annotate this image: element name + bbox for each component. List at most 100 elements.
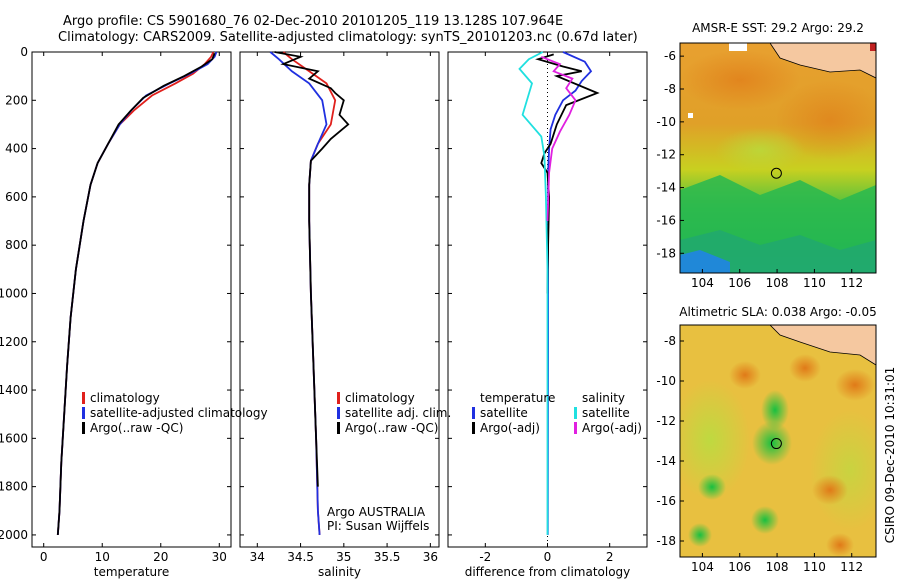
legend-label: Argo(-adj) — [480, 421, 540, 435]
x-tick-label: 34.5 — [287, 550, 314, 564]
y-tick-label: -8 — [664, 334, 676, 348]
series-line — [56, 51, 218, 535]
legend-swatch — [337, 407, 340, 419]
sst-heatmap — [680, 43, 876, 273]
legend-label: satellite-adjusted climatology — [90, 406, 268, 420]
legend-swatch — [574, 422, 577, 434]
legend-label: Argo(..raw -QC) — [90, 421, 183, 435]
sla-map-axes: 104 106 108 110 112 -8 -10 -12 -14 -16 -18 — [656, 334, 863, 574]
legend-swatch — [472, 407, 475, 419]
y-tick-label: -6 — [664, 49, 676, 63]
y-tick-label: 0 — [20, 45, 28, 59]
legend-label: Argo(-adj) — [582, 421, 642, 435]
x-tick-label: 108 — [766, 560, 789, 574]
x-axis-label: difference from climatology — [465, 565, 631, 579]
legend-label: satellite — [480, 406, 528, 420]
x-tick-label: 104 — [691, 276, 714, 290]
sla-map-panel: Altimetric SLA: 0.038 Argo: -0.05 104 106… — [656, 305, 876, 574]
csiro-timestamp: CSIRO 09-Dec-2010 10:31:01 — [883, 367, 897, 544]
y-tick-label: -16 — [656, 494, 676, 508]
salinity-panel: 34 34.5 35 35.5 36 salinity climatologysatelli… — [239, 51, 451, 579]
x-tick-label: 30 — [212, 550, 227, 564]
y-tick-label: -18 — [656, 246, 676, 260]
figure-title-line2: Climatology: CARS2009. Satellite-adjuste… — [58, 30, 638, 45]
y-tick-label: -8 — [664, 82, 676, 96]
plot-frame — [239, 51, 440, 548]
x-axis-label: salinity — [318, 565, 361, 579]
x-tick-label: 112 — [840, 560, 863, 574]
x-tick-label: 104 — [691, 560, 714, 574]
series-line — [56, 52, 216, 535]
legend-swatch — [82, 422, 85, 434]
y-tick-label: 400 — [5, 142, 28, 156]
y-tick-label: -14 — [656, 181, 676, 195]
legend-swatch — [574, 407, 577, 419]
legend-swatch — [337, 422, 340, 434]
y-tick-label: 200 — [5, 93, 28, 107]
y-tick-label: -12 — [656, 414, 676, 428]
argo-location-marker — [770, 438, 782, 450]
sst-map-axes: 104 106 108 110 112 -6 -8 -10 -12 -14 -16 -18 — [656, 49, 863, 290]
legend-swatch — [82, 392, 85, 404]
x-tick-label: 20 — [153, 550, 168, 564]
x-tick-label: 110 — [803, 276, 826, 290]
x-tick-label: 110 — [803, 560, 826, 574]
x-tick-label: 106 — [728, 560, 751, 574]
y-tick-label: -14 — [656, 454, 676, 468]
x-tick-label: 34 — [250, 550, 265, 564]
y-tick-label: -16 — [656, 213, 676, 227]
y-tick-label: 1800 — [0, 480, 28, 494]
y-tick-label: 1200 — [0, 335, 28, 349]
y-tick-label: 600 — [5, 190, 28, 204]
x-tick-label: 108 — [766, 276, 789, 290]
legend-label: satellite adj. clim. — [345, 406, 451, 420]
x-tick-label: -2 — [479, 550, 491, 564]
y-tick-label: 1000 — [0, 286, 28, 300]
x-tick-label: 36 — [423, 550, 438, 564]
legend-label: salinity — [582, 391, 625, 405]
legend-swatch — [472, 422, 475, 434]
y-tick-label: -10 — [656, 115, 676, 129]
sla-map-title: Altimetric SLA: 0.038 Argo: -0.05 — [679, 305, 876, 319]
figure-title-line1: Argo profile: CS 5901680_76 02-Dec-2010 … — [63, 14, 564, 29]
argo-location-marker — [770, 167, 782, 179]
series-line — [540, 55, 577, 222]
x-tick-label: 35.5 — [374, 550, 401, 564]
series-line — [518, 51, 549, 535]
series-line — [269, 51, 328, 535]
annotation-text: Argo AUSTRALIA — [327, 505, 426, 519]
y-tick-label: 1600 — [0, 431, 28, 445]
legend-swatch — [337, 392, 340, 404]
sst-map-panel: AMSR-E SST: 29.2 Argo: 29.2 104 106 108 110… — [656, 21, 877, 290]
y-tick-label: -18 — [656, 534, 676, 548]
x-tick-label: 10 — [95, 550, 110, 564]
y-tick-label: -12 — [656, 148, 676, 162]
sst-map-title: AMSR-E SST: 29.2 Argo: 29.2 — [692, 21, 864, 35]
y-tick-label: 1400 — [0, 383, 28, 397]
temperature-panel: 0 10 20 30 0 200 400 600 800 1000 1200 1400 1600 1800… — [0, 45, 268, 579]
legend-swatch — [82, 407, 85, 419]
x-axis-label: temperature — [94, 565, 169, 579]
x-tick-label: 112 — [840, 276, 863, 290]
annotation-text: PI: Susan Wijffels — [327, 519, 429, 533]
plot-frame — [31, 51, 232, 548]
series-line — [56, 51, 215, 535]
legend-label: temperature — [480, 391, 555, 405]
series-line — [274, 51, 350, 487]
x-tick-label: 0 — [544, 550, 552, 564]
y-tick-label: -10 — [656, 374, 676, 388]
y-tick-label: 2000 — [0, 528, 28, 542]
x-tick-label: 0 — [40, 550, 48, 564]
y-tick-label: 800 — [5, 238, 28, 252]
x-tick-label: 2 — [606, 550, 614, 564]
legend-label: satellite — [582, 406, 630, 420]
legend-label: climatology — [90, 391, 160, 405]
x-tick-label: 106 — [728, 276, 751, 290]
legend-label: Argo(..raw -QC) — [345, 421, 438, 435]
sla-heatmap — [680, 325, 876, 557]
x-tick-label: 35 — [336, 550, 351, 564]
series-line — [546, 51, 593, 535]
legend-label: climatology — [345, 391, 415, 405]
